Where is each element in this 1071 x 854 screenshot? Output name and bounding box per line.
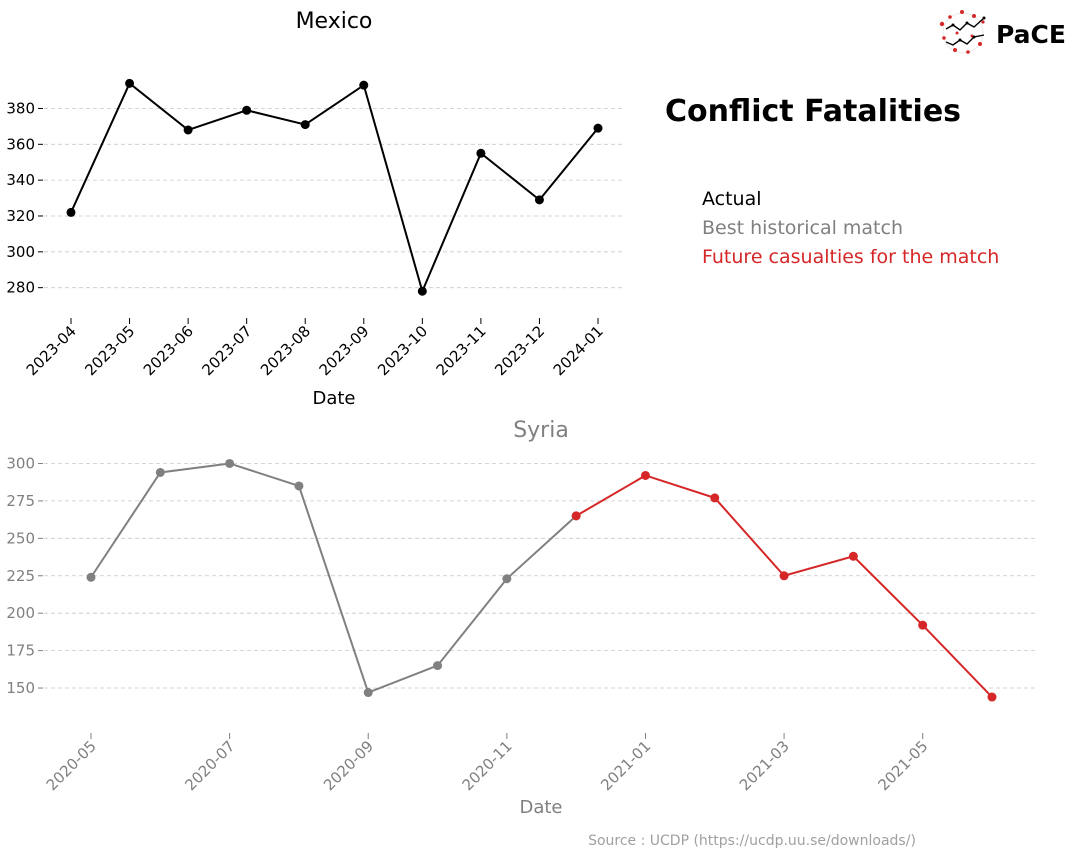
legend: Actual Best historical match Future casu… — [702, 188, 999, 268]
legend-best-historical-match: Best historical match — [702, 217, 903, 239]
x-tick-label: 2020-07 — [181, 737, 238, 794]
y-tick-label: 340 — [6, 171, 35, 189]
data-point-actual — [476, 148, 486, 158]
data-point-future-casualties-for-the-match — [571, 511, 581, 521]
x-tick-label: 2023-10 — [374, 322, 431, 379]
x-tick-label: 2023-09 — [316, 322, 373, 379]
x-tick-label: 2020-05 — [43, 737, 100, 794]
x-tick-label: 2023-06 — [140, 322, 197, 379]
x-tick-label: 2021-03 — [736, 737, 793, 794]
y-tick-label: 300 — [6, 243, 35, 261]
x-tick-label: 2024-01 — [550, 322, 607, 379]
data-point-best-historical-match — [363, 688, 373, 698]
y-tick-label: 150 — [6, 679, 35, 697]
series-line-future-casualties-for-the-match — [575, 474, 993, 698]
data-point-best-historical-match — [155, 467, 165, 477]
source-note: Source : UCDP (https://ucdp.uu.se/downlo… — [588, 833, 916, 849]
mexico-series — [66, 78, 603, 296]
figure-title: Conflict Fatalities — [665, 94, 961, 129]
y-tick-label: 380 — [6, 99, 35, 117]
pace-logo-icon — [939, 10, 986, 54]
data-point-future-casualties-for-the-match — [779, 571, 789, 581]
series-line-best-historical-match — [90, 462, 577, 694]
data-point-actual — [534, 195, 544, 205]
y-tick-label: 225 — [6, 567, 35, 585]
legend-actual: Actual — [702, 188, 762, 210]
data-point-actual — [300, 120, 310, 130]
data-point-future-casualties-for-the-match — [987, 692, 997, 702]
y-tick-label: 275 — [6, 492, 35, 510]
data-point-actual — [66, 207, 76, 217]
x-tick-label: 2023-12 — [491, 322, 548, 379]
mexico-y-tick-labels: 280 300 320 340 360 380 — [6, 99, 43, 297]
mexico-chart-title: Mexico — [296, 9, 373, 34]
data-point-actual — [417, 286, 427, 296]
x-tick-label: 2023-04 — [23, 322, 80, 379]
mexico-x-axis-label: Date — [312, 388, 355, 409]
x-tick-label: 2023-07 — [198, 322, 255, 379]
y-tick-label: 200 — [6, 604, 35, 622]
data-point-actual — [593, 123, 603, 133]
x-tick-label: 2023-11 — [433, 322, 490, 379]
data-point-future-casualties-for-the-match — [848, 551, 858, 561]
data-point-actual — [242, 105, 252, 115]
pace-logo-text: PaCE — [996, 20, 1066, 49]
mexico-chart: Mexico 280 300 320 340 360 380 2023-04 2023-05… — [6, 9, 624, 409]
mexico-x-tick-labels: 2023-04 2023-05 2023-06 2023-07 2023-08 2023-… — [23, 318, 607, 379]
x-tick-label: 2021-05 — [874, 737, 931, 794]
x-tick-label: 2023-05 — [81, 322, 138, 379]
y-tick-label: 300 — [6, 454, 35, 472]
x-tick-label: 2023-08 — [257, 322, 314, 379]
data-point-future-casualties-for-the-match — [918, 620, 928, 630]
data-point-actual — [359, 80, 369, 90]
y-tick-label: 360 — [6, 135, 35, 153]
x-tick-label: 2021-01 — [597, 737, 654, 794]
legend-future-casualties: Future casualties for the match — [702, 246, 999, 268]
data-point-future-casualties-for-the-match — [640, 470, 650, 480]
data-point-best-historical-match — [86, 572, 96, 582]
syria-y-tick-labels: 150 175 200 225 250 275 300 — [6, 454, 43, 697]
syria-series — [86, 458, 997, 702]
data-point-best-historical-match — [294, 481, 304, 491]
y-tick-label: 175 — [6, 642, 35, 660]
syria-x-tick-labels: 2020-05 2020-07 2020-09 2020-11 2021-01 2021-… — [43, 733, 932, 794]
syria-gridlines — [44, 463, 1037, 689]
series-line-actual — [70, 81, 599, 295]
data-point-actual — [125, 78, 135, 88]
data-point-actual — [183, 125, 193, 135]
data-point-future-casualties-for-the-match — [710, 493, 720, 503]
y-tick-label: 250 — [6, 529, 35, 547]
y-tick-label: 320 — [6, 207, 35, 225]
data-point-best-historical-match — [502, 574, 512, 584]
x-tick-label: 2020-09 — [320, 737, 377, 794]
syria-chart-title: Syria — [513, 418, 569, 443]
x-tick-label: 2020-11 — [459, 737, 516, 794]
data-point-best-historical-match — [225, 458, 235, 468]
y-tick-label: 280 — [6, 279, 35, 297]
syria-x-axis-label: Date — [519, 797, 562, 818]
pace-logo: PaCE — [939, 10, 1066, 54]
data-point-best-historical-match — [433, 661, 443, 671]
mexico-gridlines — [44, 108, 624, 289]
